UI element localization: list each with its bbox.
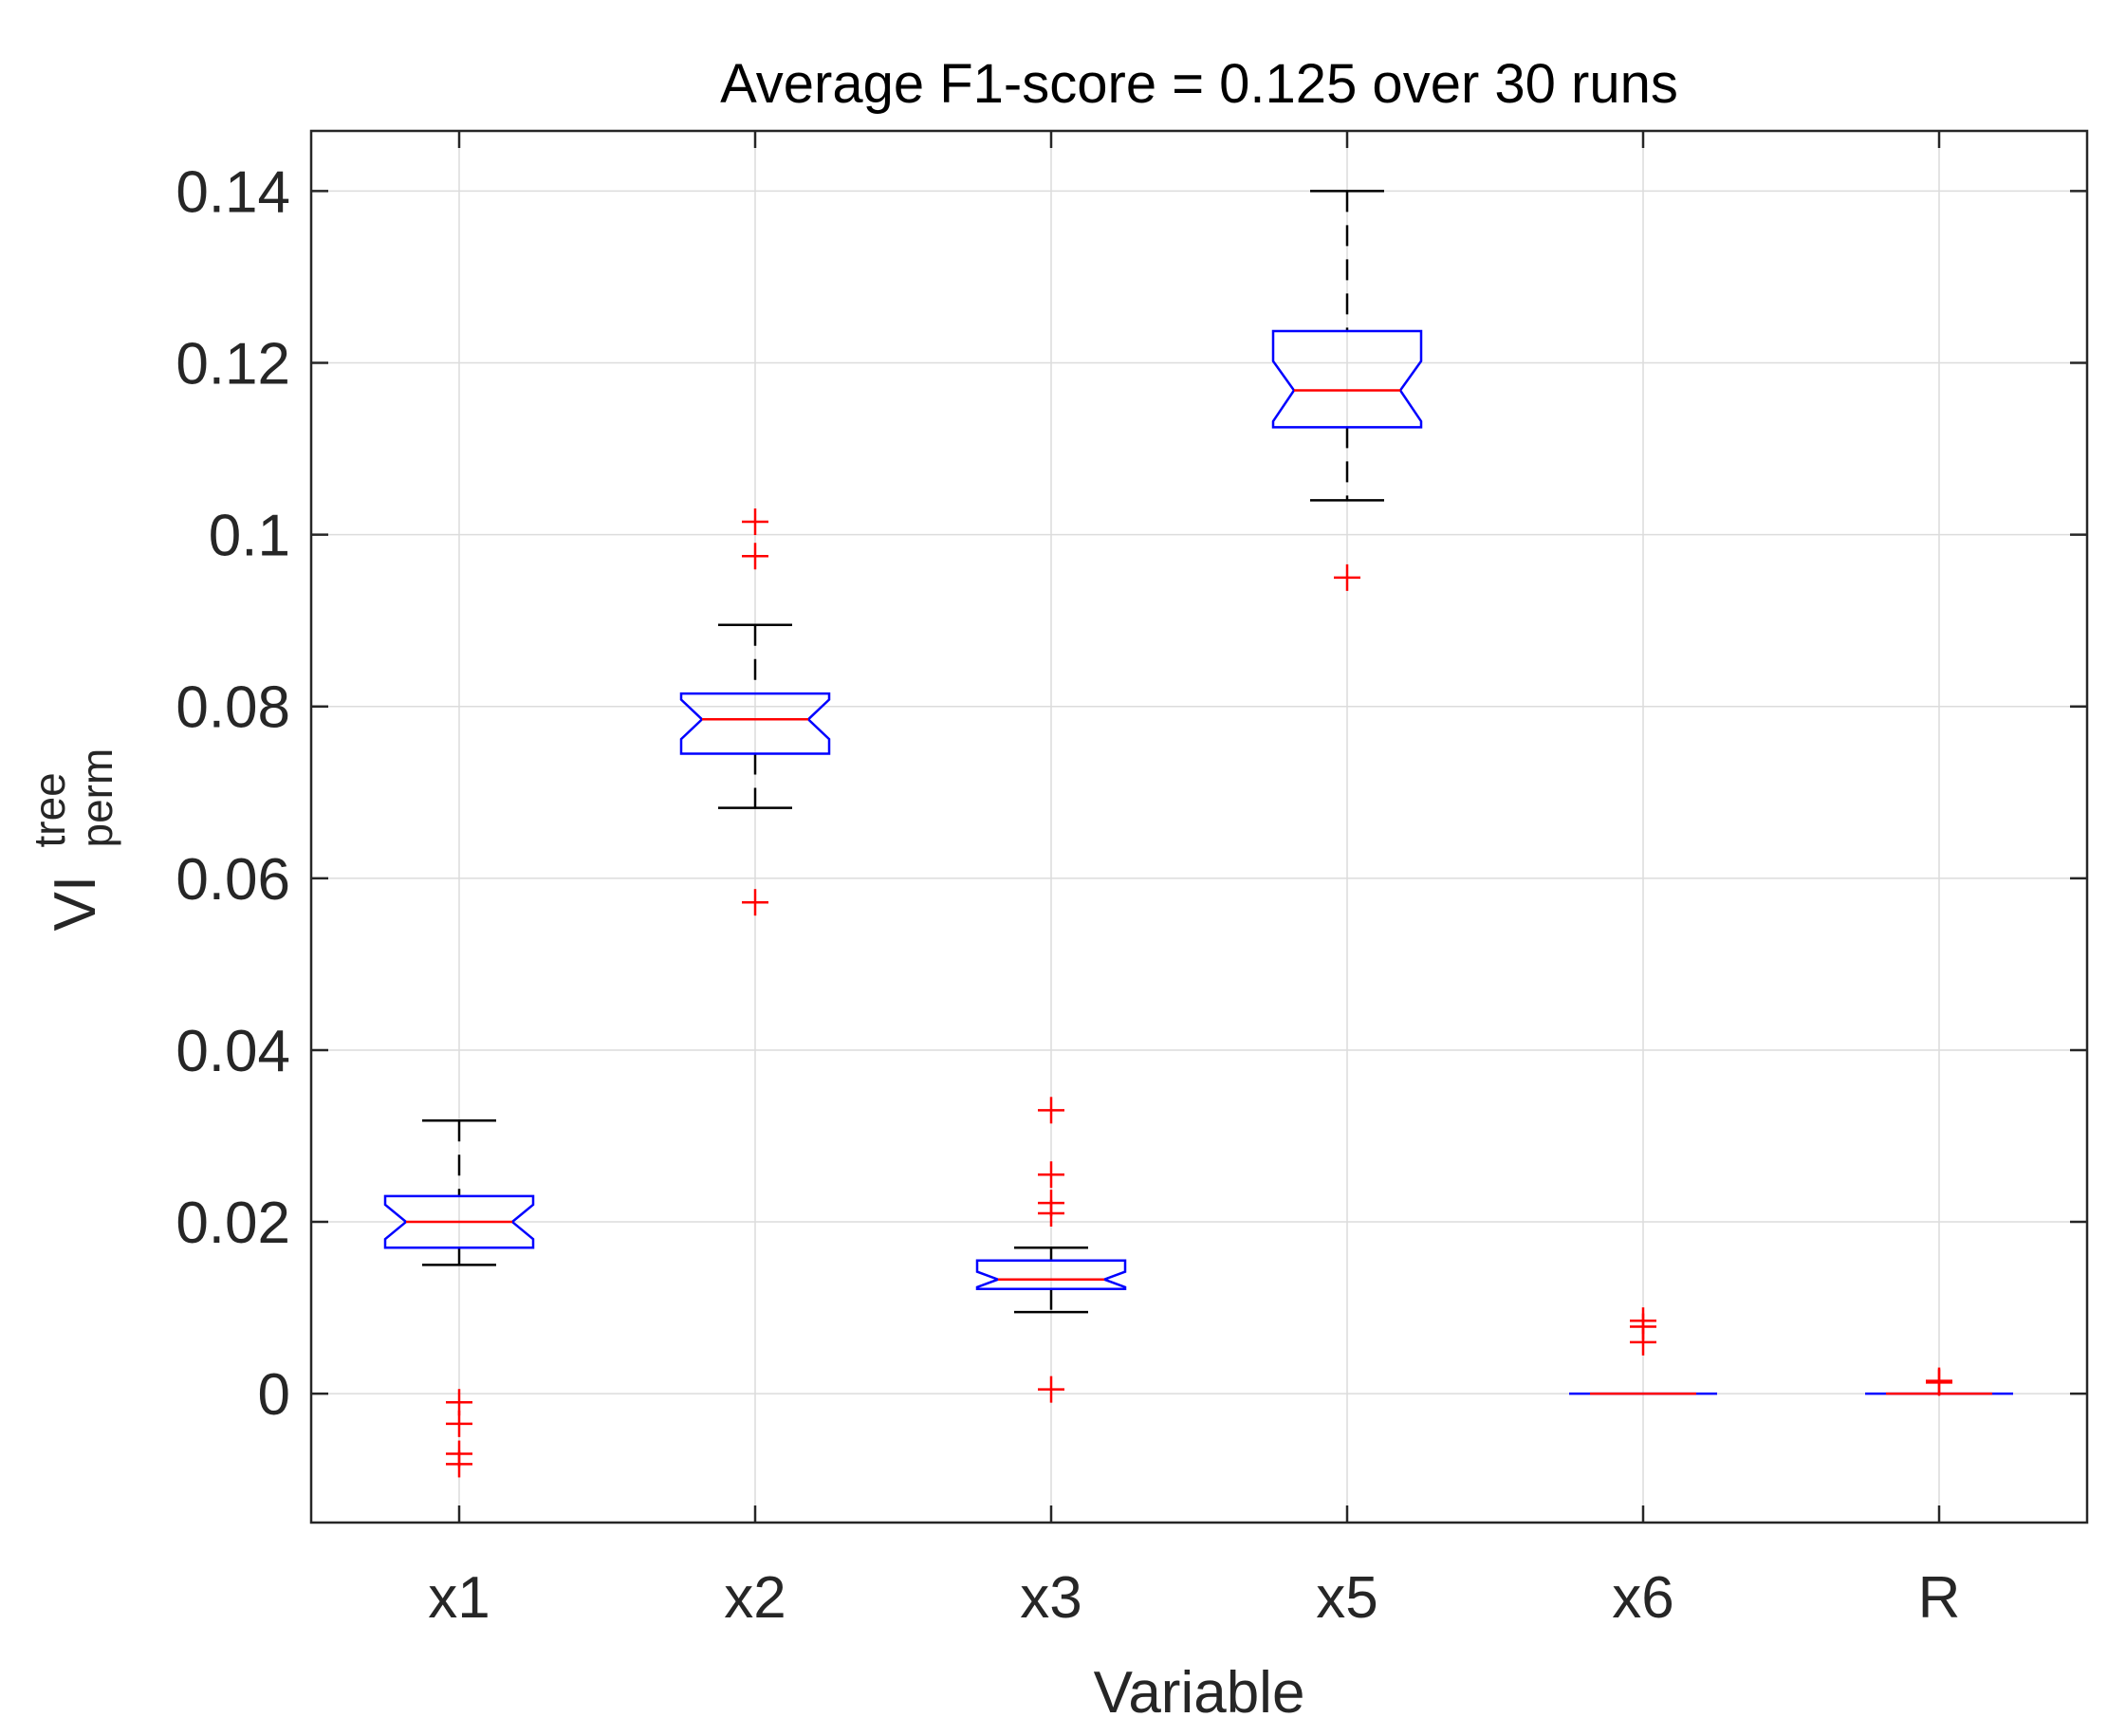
box-x2 [679,508,831,916]
x-axis-label: Variable [1094,1660,1305,1726]
y-axis-label-superscript: tree [25,772,74,847]
y-tick-label: 0.06 [176,847,290,913]
y-tick-label: 0.1 [209,504,290,569]
notched-box [975,1259,1127,1290]
plot-area-frame [309,129,2089,1524]
notched-box [679,692,831,755]
x-tick-label: x2 [724,1565,786,1631]
axis-ticks: 0 0.02 0.04 0.06 0.08 0.1 0.12 0.14 x1 x2 x3 x5 x6 R [176,131,2087,1631]
outlier-point [742,889,768,916]
y-axis-label: VI tree perm [25,748,121,932]
outlier-point [1038,1161,1064,1189]
y-axis-label-subscript: perm [72,748,121,848]
notched-box [383,1194,535,1249]
outlier-point [1038,1097,1064,1124]
y-tick-label: 0.08 [176,675,290,741]
outlier-point [1926,1367,1952,1394]
y-axis-label-main: VI [43,876,108,932]
box-x5 [1271,190,1423,591]
x-tick-label: x5 [1316,1565,1377,1631]
outlier-point [1630,1307,1656,1335]
outlier-point [446,1410,472,1437]
box-R [1865,1367,2013,1396]
outlier-point [742,508,768,536]
outlier-point [1334,563,1360,591]
x-tick-label: x6 [1612,1565,1673,1631]
y-tick-label: 0.02 [176,1191,290,1256]
chart-title: Average F1-score = 0.125 over 30 runs [720,53,1678,115]
notched-box [1271,329,1423,429]
x-tick-label: R [1918,1565,1961,1631]
y-tick-label: 0.04 [176,1019,290,1084]
outlier-point [742,543,768,570]
x-tick-label: x3 [1020,1565,1081,1631]
box-x3 [975,1097,1127,1403]
outlier-point [1038,1376,1064,1403]
outlier-point [446,1450,472,1478]
box-x6 [1569,1307,1717,1395]
y-tick-label: 0.14 [176,159,290,225]
x-tick-label: x1 [428,1565,490,1631]
outlier-point [1038,1190,1064,1217]
y-tick-label: 0.12 [176,332,290,397]
y-tick-label: 0 [258,1362,290,1428]
box-x1 [383,1118,535,1478]
box-series [383,190,2013,1478]
grid-lines [311,131,2087,1523]
